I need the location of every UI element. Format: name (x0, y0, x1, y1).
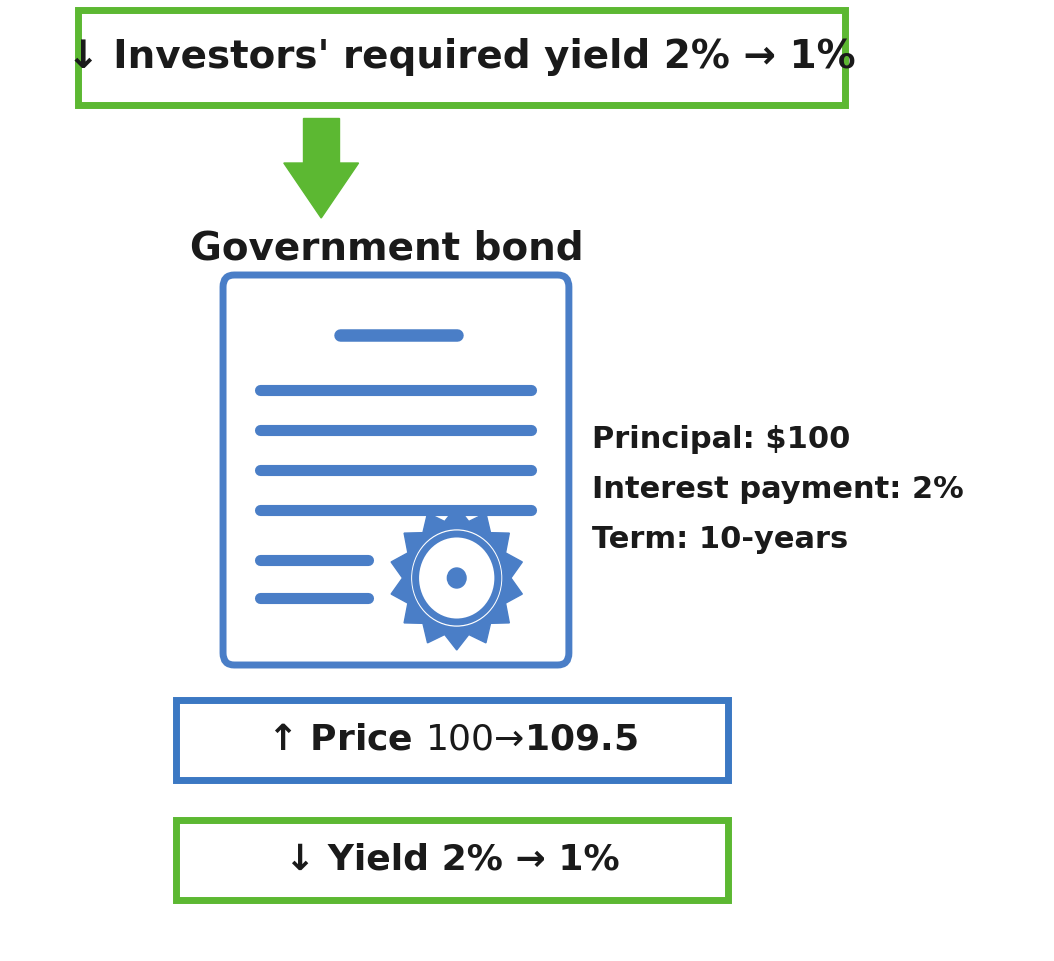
Text: Interest payment: 2%: Interest payment: 2% (592, 476, 964, 505)
FancyBboxPatch shape (78, 10, 844, 105)
Polygon shape (304, 118, 339, 163)
FancyBboxPatch shape (223, 275, 569, 665)
Text: ↑ Price $100 → $109.5: ↑ Price $100 → $109.5 (267, 723, 638, 757)
Text: ↓ Yield 2% → 1%: ↓ Yield 2% → 1% (285, 843, 620, 877)
FancyBboxPatch shape (176, 820, 727, 900)
Polygon shape (391, 506, 523, 650)
Polygon shape (284, 163, 358, 218)
FancyBboxPatch shape (176, 700, 727, 780)
Circle shape (432, 552, 481, 604)
Text: Principal: $100: Principal: $100 (592, 426, 851, 455)
Text: ↓ Investors' required yield 2% → 1%: ↓ Investors' required yield 2% → 1% (67, 38, 856, 77)
Circle shape (412, 530, 502, 626)
Text: Term: 10-years: Term: 10-years (592, 526, 848, 554)
Text: Government bond: Government bond (190, 229, 584, 267)
Circle shape (447, 568, 466, 588)
